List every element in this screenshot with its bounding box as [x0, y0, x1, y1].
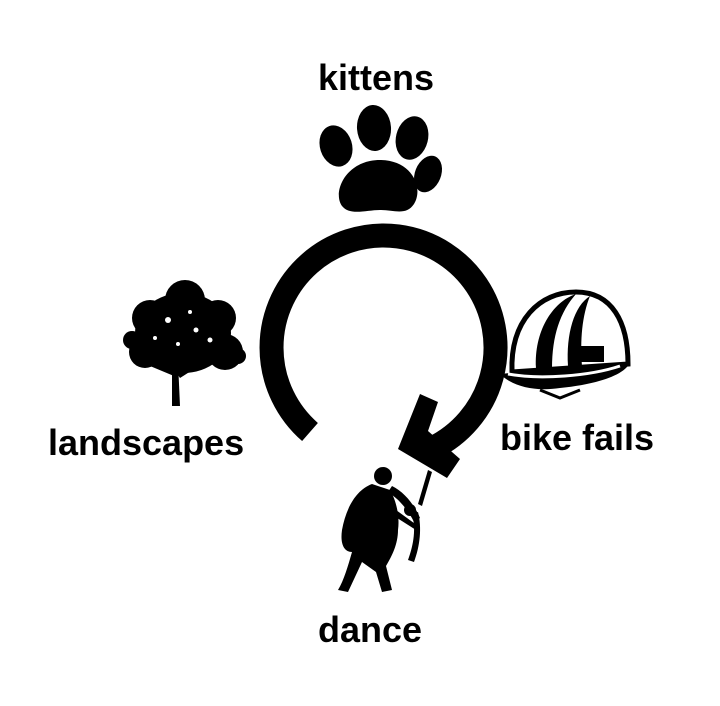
helmet-icon: [500, 289, 631, 400]
landscapes-label: landscapes: [48, 422, 245, 463]
dance-label: dance: [318, 609, 423, 650]
paw-print-icon: [319, 105, 442, 212]
tree-icon: [123, 280, 246, 406]
bike-fails-label: bike fails: [500, 417, 655, 458]
cycle-arc: [259, 223, 508, 459]
kittens-label: kittens: [318, 57, 435, 98]
arrowhead: [398, 394, 460, 478]
cycle-arrow: [259, 223, 508, 478]
dancers-icon: [338, 467, 432, 592]
